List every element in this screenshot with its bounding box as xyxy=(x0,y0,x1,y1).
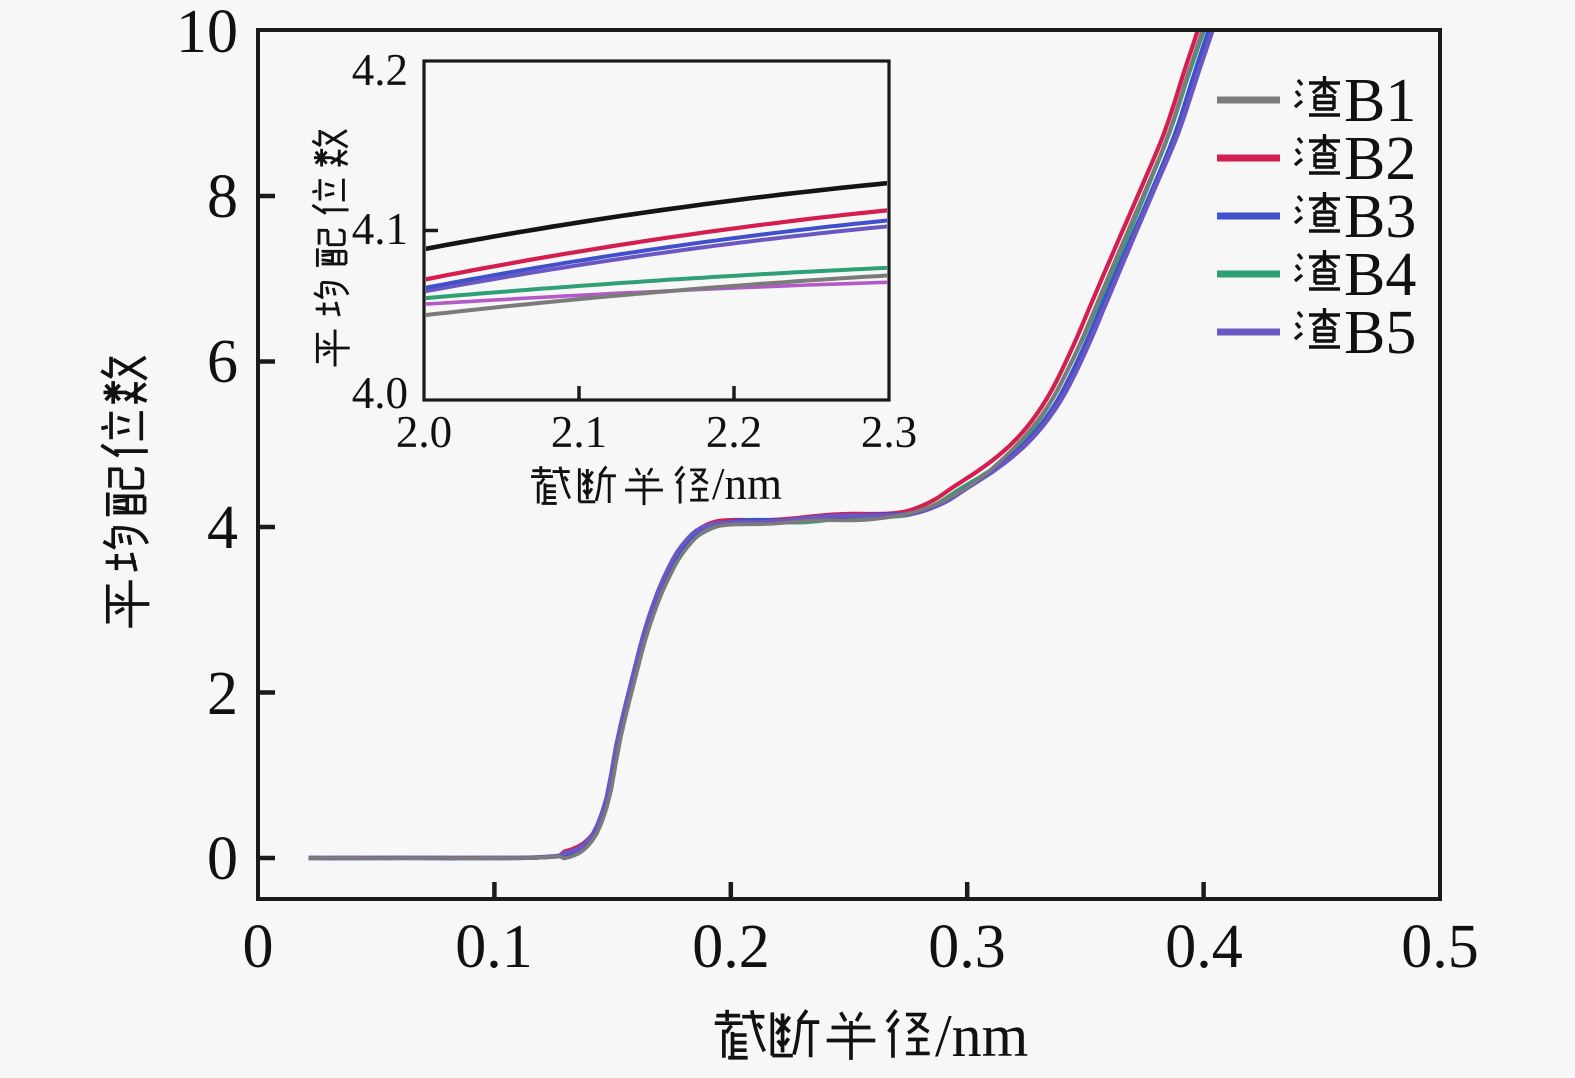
svg-text:B2: B2 xyxy=(1344,125,1416,193)
svg-text:0: 0 xyxy=(243,913,274,981)
svg-text:8: 8 xyxy=(207,163,238,231)
svg-text:4.0: 4.0 xyxy=(352,368,408,418)
svg-text:B5: B5 xyxy=(1344,299,1416,367)
svg-text:2.3: 2.3 xyxy=(861,407,917,457)
svg-text:0.2: 0.2 xyxy=(692,913,770,981)
svg-text:/nm: /nm xyxy=(712,459,782,509)
svg-text:0.1: 0.1 xyxy=(455,913,533,981)
svg-text:4: 4 xyxy=(207,494,238,562)
svg-text:10: 10 xyxy=(176,0,238,66)
svg-text:4.1: 4.1 xyxy=(352,204,408,254)
svg-text:/nm: /nm xyxy=(935,1003,1028,1069)
svg-text:B1: B1 xyxy=(1344,67,1416,135)
svg-text:0: 0 xyxy=(207,825,238,893)
svg-text:4.2: 4.2 xyxy=(352,45,408,95)
svg-text:B4: B4 xyxy=(1344,241,1416,309)
svg-text:6: 6 xyxy=(207,328,238,396)
svg-text:2.2: 2.2 xyxy=(706,407,762,457)
svg-text:2.0: 2.0 xyxy=(396,407,452,457)
svg-text:0.5: 0.5 xyxy=(1401,913,1479,981)
svg-text:2: 2 xyxy=(207,660,238,728)
svg-text:0.4: 0.4 xyxy=(1165,913,1243,981)
svg-text:2.1: 2.1 xyxy=(551,407,607,457)
svg-text:0.3: 0.3 xyxy=(928,913,1006,981)
svg-text:B3: B3 xyxy=(1344,183,1416,251)
